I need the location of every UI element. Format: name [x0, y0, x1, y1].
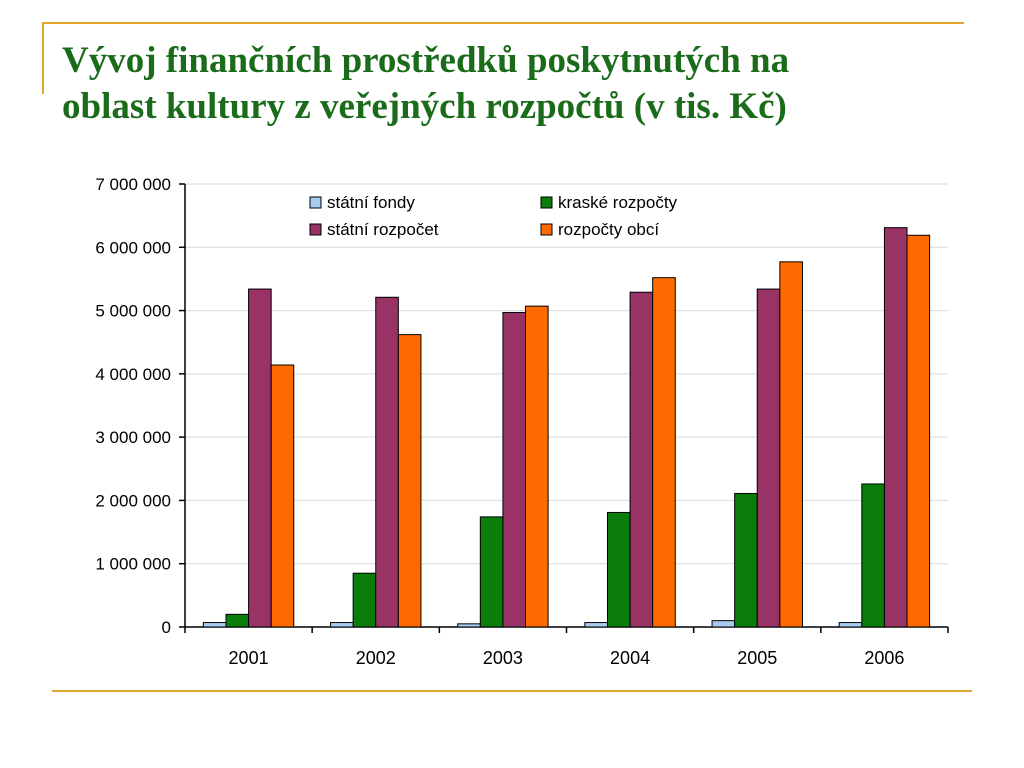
legend-swatch [309, 196, 322, 209]
bar-2003-2 [479, 516, 504, 628]
legend-label: státní fondy [327, 193, 415, 212]
y-tick-label: 0 [162, 618, 171, 637]
bar-2003-4 [525, 305, 549, 628]
bar-2001-1 [202, 622, 227, 628]
y-tick-label: 7 000 000 [95, 175, 171, 194]
legend-label: rozpočty obcí [558, 220, 659, 239]
legend-label: státní rozpočet [327, 220, 439, 239]
bar-2003-3 [502, 311, 527, 628]
legend-swatch [309, 223, 322, 236]
top-accent-line [42, 22, 964, 24]
legend-label: kraské rozpočty [558, 193, 678, 212]
bar-2001-3 [248, 288, 272, 628]
bar-2002-4 [397, 334, 422, 628]
y-tick-label: 5 000 000 [95, 302, 171, 321]
x-tick-label: 2002 [356, 648, 396, 668]
bottom-accent-line [52, 690, 972, 692]
bar-2001-2 [225, 613, 250, 628]
bar-2004-3 [629, 291, 654, 628]
bar-2004-4 [652, 277, 676, 628]
bar-2005-2 [734, 492, 758, 628]
y-tick-label: 1 000 000 [95, 555, 171, 574]
bar-2005-3 [756, 288, 781, 628]
bar-2002-1 [330, 622, 354, 628]
bar-2002-3 [375, 296, 399, 628]
bar-2006-3 [883, 227, 908, 628]
bar-2006-2 [861, 483, 885, 628]
y-tick-label: 6 000 000 [95, 238, 171, 257]
legend-swatch [540, 223, 553, 236]
bar-2005-1 [711, 620, 736, 628]
bar-2005-4 [779, 261, 803, 628]
left-accent-line [42, 22, 44, 94]
legend-swatch [540, 196, 553, 209]
bar-2002-2 [352, 572, 377, 628]
x-tick-label: 2006 [864, 648, 904, 668]
bar-2006-1 [838, 622, 863, 628]
bar-chart: 0 1 000 000 2 000 000 3 000 000 4 000 000 5 0… [95, 175, 949, 668]
bar-2004-2 [606, 511, 631, 628]
bar-2004-1 [584, 622, 608, 628]
x-tick-label: 2003 [483, 648, 523, 668]
bar-2006-4 [906, 234, 931, 628]
slide-title: Vývoj finančních prostředků poskytnutých… [62, 38, 962, 130]
slide-title-line-2: oblast kultury z veřejných rozpočtů (v t… [62, 86, 787, 127]
bar-2001-4 [270, 364, 295, 628]
x-tick-label: 2005 [737, 648, 777, 668]
slide-title-line-1: Vývoj finančních prostředků poskytnutých… [62, 40, 790, 81]
bar-2003-1 [457, 623, 481, 628]
y-tick-label: 2 000 000 [95, 491, 171, 510]
y-tick-label: 4 000 000 [95, 365, 171, 384]
y-tick-label: 3 000 000 [95, 428, 171, 447]
x-tick-label: 2001 [229, 648, 269, 668]
x-tick-label: 2004 [610, 648, 650, 668]
